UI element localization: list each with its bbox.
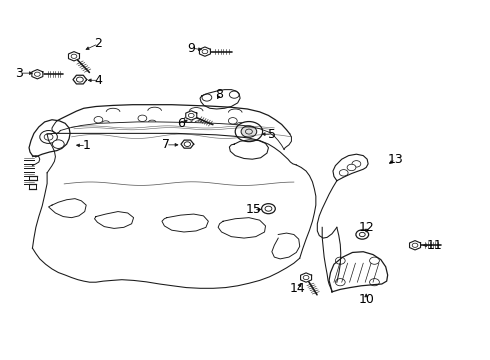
- Text: 1: 1: [82, 139, 90, 152]
- Polygon shape: [300, 273, 312, 282]
- Text: 10: 10: [358, 293, 374, 306]
- Text: 3: 3: [15, 67, 23, 80]
- Circle shape: [369, 279, 379, 286]
- Text: 12: 12: [358, 221, 374, 234]
- Circle shape: [229, 91, 239, 98]
- Text: 6: 6: [177, 117, 185, 130]
- Circle shape: [352, 161, 361, 167]
- Text: 8: 8: [216, 88, 223, 101]
- Text: 4: 4: [95, 74, 102, 87]
- Circle shape: [356, 230, 368, 239]
- Polygon shape: [73, 75, 87, 84]
- Polygon shape: [181, 140, 194, 148]
- Circle shape: [335, 279, 345, 286]
- Text: 2: 2: [95, 37, 102, 50]
- Circle shape: [228, 118, 237, 124]
- Text: 5: 5: [268, 127, 276, 141]
- Text: 15: 15: [246, 203, 262, 216]
- Circle shape: [339, 170, 348, 176]
- Text: 13: 13: [388, 153, 403, 166]
- Circle shape: [241, 126, 257, 137]
- Text: 7: 7: [162, 138, 170, 151]
- Text: 11: 11: [427, 239, 442, 252]
- Polygon shape: [186, 111, 197, 120]
- Circle shape: [347, 164, 356, 171]
- Circle shape: [184, 116, 193, 122]
- Polygon shape: [410, 240, 420, 250]
- Circle shape: [369, 257, 379, 264]
- Text: 9: 9: [187, 41, 195, 54]
- Circle shape: [335, 257, 345, 264]
- Circle shape: [202, 94, 212, 101]
- Circle shape: [235, 122, 263, 141]
- Circle shape: [94, 117, 103, 123]
- Text: 14: 14: [290, 282, 306, 295]
- Circle shape: [40, 131, 57, 143]
- Polygon shape: [32, 69, 43, 79]
- Polygon shape: [199, 47, 210, 56]
- Circle shape: [52, 140, 64, 148]
- Circle shape: [262, 204, 275, 214]
- Circle shape: [138, 115, 147, 122]
- Polygon shape: [69, 51, 79, 61]
